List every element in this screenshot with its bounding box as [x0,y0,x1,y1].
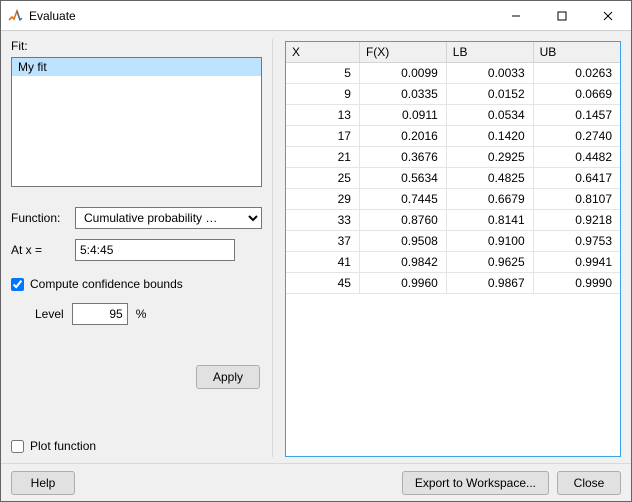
atx-input[interactable] [75,239,235,261]
table-row[interactable]: 450.99600.98670.9990 [286,273,620,294]
table-cell: 0.1420 [446,126,533,147]
titlebar: Evaluate [1,1,631,31]
atx-label: At x = [11,243,67,257]
apply-button[interactable]: Apply [196,365,260,389]
window-buttons [493,1,631,30]
results-table-container: XF(X)LBUB 50.00990.00330.026390.03350.01… [285,41,621,457]
table-row[interactable]: 90.03350.01520.0669 [286,84,620,105]
results-table: XF(X)LBUB 50.00990.00330.026390.03350.01… [286,42,620,294]
table-cell: 0.4825 [446,168,533,189]
level-label: Level [35,307,64,321]
plot-function-label: Plot function [30,439,96,453]
table-cell: 0.9960 [359,273,446,294]
table-row[interactable]: 130.09110.05340.1457 [286,105,620,126]
table-cell: 0.0911 [359,105,446,126]
table-row[interactable]: 330.87600.81410.9218 [286,210,620,231]
table-cell: 41 [286,252,359,273]
table-cell: 0.8760 [359,210,446,231]
fit-list[interactable]: My fit [11,57,262,187]
evaluate-window: Evaluate Fit: My fit Function: [0,0,632,502]
table-cell: 25 [286,168,359,189]
table-cell: 13 [286,105,359,126]
table-row[interactable]: 250.56340.48250.6417 [286,168,620,189]
table-row[interactable]: 170.20160.14200.2740 [286,126,620,147]
table-cell: 0.9625 [446,252,533,273]
table-cell: 9 [286,84,359,105]
table-cell: 0.8141 [446,210,533,231]
table-cell: 0.4482 [533,147,620,168]
table-cell: 0.2016 [359,126,446,147]
table-cell: 0.9867 [446,273,533,294]
table-cell: 21 [286,147,359,168]
col-header[interactable]: X [286,42,359,63]
table-cell: 0.9100 [446,231,533,252]
table-cell: 0.0669 [533,84,620,105]
table-cell: 0.8107 [533,189,620,210]
table-cell: 0.6679 [446,189,533,210]
table-cell: 0.6417 [533,168,620,189]
table-cell: 0.9753 [533,231,620,252]
close-button[interactable]: Close [557,471,621,495]
close-window-button[interactable] [585,1,631,30]
plot-function-checkbox[interactable] [11,440,24,453]
table-cell: 5 [286,63,359,84]
table-row[interactable]: 210.36760.29250.4482 [286,147,620,168]
content-area: Fit: My fit Function: Cumulative probabi… [1,31,631,463]
table-cell: 0.3676 [359,147,446,168]
table-cell: 0.9941 [533,252,620,273]
table-cell: 0.2740 [533,126,620,147]
table-cell: 0.2925 [446,147,533,168]
table-cell: 0.9508 [359,231,446,252]
table-cell: 0.0534 [446,105,533,126]
maximize-button[interactable] [539,1,585,30]
col-header[interactable]: F(X) [359,42,446,63]
function-label: Function: [11,211,67,225]
table-row[interactable]: 410.98420.96250.9941 [286,252,620,273]
fit-list-item[interactable]: My fit [12,58,261,76]
minimize-button[interactable] [493,1,539,30]
table-cell: 0.0033 [446,63,533,84]
table-cell: 0.9990 [533,273,620,294]
matlab-icon [7,8,23,24]
table-cell: 0.9842 [359,252,446,273]
col-header[interactable]: UB [533,42,620,63]
window-title: Evaluate [29,9,76,23]
fit-label: Fit: [11,39,262,53]
col-header[interactable]: LB [446,42,533,63]
function-select[interactable]: Cumulative probability … [75,207,262,229]
table-cell: 0.7445 [359,189,446,210]
table-cell: 0.0152 [446,84,533,105]
table-cell: 33 [286,210,359,231]
bottom-bar: Help Export to Workspace... Close [1,463,631,501]
table-cell: 29 [286,189,359,210]
table-cell: 37 [286,231,359,252]
help-button[interactable]: Help [11,471,75,495]
table-cell: 0.1457 [533,105,620,126]
table-cell: 0.9218 [533,210,620,231]
table-row[interactable]: 50.00990.00330.0263 [286,63,620,84]
table-cell: 45 [286,273,359,294]
right-pane: XF(X)LBUB 50.00990.00330.026390.03350.01… [285,39,621,457]
table-row[interactable]: 290.74450.66790.8107 [286,189,620,210]
table-cell: 0.0335 [359,84,446,105]
table-cell: 0.0263 [533,63,620,84]
export-button[interactable]: Export to Workspace... [402,471,549,495]
confidence-bounds-label: Compute confidence bounds [30,277,183,291]
table-cell: 0.5634 [359,168,446,189]
table-row[interactable]: 370.95080.91000.9753 [286,231,620,252]
confidence-bounds-checkbox[interactable] [11,278,24,291]
left-pane: Fit: My fit Function: Cumulative probabi… [11,39,273,457]
level-suffix: % [136,307,147,321]
table-cell: 17 [286,126,359,147]
level-input[interactable] [72,303,128,325]
table-cell: 0.0099 [359,63,446,84]
